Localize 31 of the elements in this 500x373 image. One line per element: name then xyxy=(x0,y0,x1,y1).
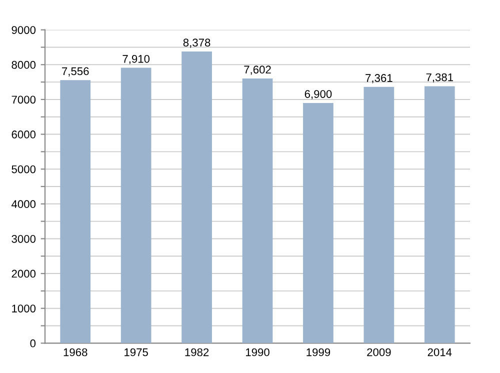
bar xyxy=(364,86,394,344)
data-label: 7,910 xyxy=(122,54,150,64)
bar xyxy=(182,51,212,344)
y-tick-label: 3000 xyxy=(12,234,36,243)
bar xyxy=(120,68,152,344)
data-label: 7,361 xyxy=(366,74,392,84)
x-tick-label: 1975 xyxy=(124,348,148,356)
data-label: 6,900 xyxy=(304,90,332,100)
bar xyxy=(303,102,334,344)
data-label: 7,381 xyxy=(426,73,454,83)
y-tick-label: 5000 xyxy=(12,165,36,174)
bar xyxy=(60,80,91,344)
x-tick-label: 1999 xyxy=(306,348,330,356)
x-tick-label: 1990 xyxy=(246,348,270,356)
y-tick-label: 4000 xyxy=(12,200,36,208)
x-tick-label: 1968 xyxy=(64,348,88,356)
x-tick-label: 2014 xyxy=(428,348,452,356)
data-label: 7,556 xyxy=(62,67,89,76)
y-tick-label: 9000 xyxy=(12,26,36,34)
data-label: 7,602 xyxy=(244,66,271,75)
y-tick-label: 6000 xyxy=(12,130,36,138)
y-tick-label: 1000 xyxy=(12,304,36,312)
y-tick-label: 0 xyxy=(30,339,36,348)
bar xyxy=(242,78,273,344)
data-label: 8,378 xyxy=(183,38,210,48)
y-tick-label: 7000 xyxy=(12,96,36,104)
x-tick-label: 1982 xyxy=(185,348,209,356)
x-tick-label: 2009 xyxy=(367,348,391,356)
y-tick-label: 2000 xyxy=(12,270,36,278)
y-tick-label: 8000 xyxy=(12,60,36,69)
bar xyxy=(424,86,455,344)
